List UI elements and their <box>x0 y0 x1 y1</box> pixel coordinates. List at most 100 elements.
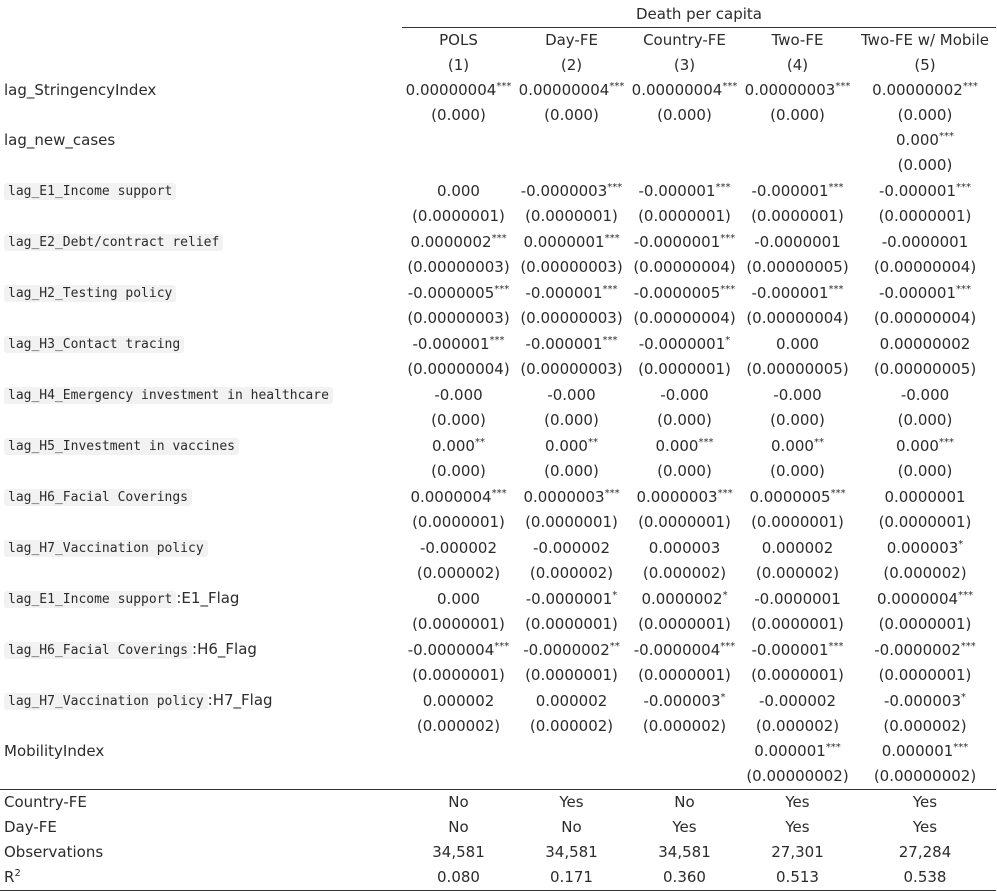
standard-error-cell: (0.0000001) <box>878 615 972 633</box>
coefficient-cell: 0.00000004*** <box>402 78 515 103</box>
variable-label: lag_E2_Debt/contract relief <box>0 229 402 255</box>
standard-error-cell: (0.000002) <box>883 717 967 735</box>
variable-label: lag_H7_Vaccination policy <box>0 535 402 561</box>
coefficient-cell <box>515 128 628 153</box>
standard-error-cell: (0.00000004) <box>633 309 736 327</box>
standard-error-cell <box>741 153 854 178</box>
coefficient-cell: -0.000 <box>741 382 854 408</box>
standard-error-row: (0.0000001) (0.0000001) (0.0000001) (0.0000… <box>0 510 996 535</box>
statistic-value: No <box>561 818 582 836</box>
coefficient-value: 0.000001 <box>881 742 954 760</box>
variable-name: lag_H2_Testing policy <box>4 285 177 302</box>
coefficient-cell: -0.0000005*** <box>628 280 741 306</box>
coefficient-value: -0.0000003 <box>520 181 608 200</box>
coefficient-value: 0.0000002 <box>410 232 492 251</box>
variable-label: lag_H5_Investment in vaccines <box>0 433 402 459</box>
standard-error-row: (0.000) (0.000) (0.000) (0.000) (0.000) <box>0 103 996 128</box>
coefficient-cell: -0.000002 <box>402 535 515 561</box>
significance-stars: *** <box>607 181 623 193</box>
variable-label: lag_H7_Vaccination policy:H7_Flag <box>0 688 402 714</box>
coefficient-cell <box>402 739 515 764</box>
statistic-value: 0.360 <box>628 865 741 891</box>
model-name-5: Two-FE w/ Mobile <box>861 31 989 49</box>
coefficient-value: 0.0000002 <box>641 589 723 608</box>
coefficient-value: -0.000001 <box>879 181 956 200</box>
variable-label: lag_H6_Facial Coverings <box>0 484 402 510</box>
interaction-suffix: :H6_Flag <box>192 640 257 658</box>
coefficient-cell: 0.0000001 <box>854 484 996 510</box>
standard-error-cell: (0.00000004) <box>873 309 977 327</box>
standard-error-cell: (0.000) <box>770 462 825 480</box>
standard-error-cell: (0.00000005) <box>746 258 849 276</box>
coefficient-row: lag_H5_Investment in vaccines 0.000** 0.00… <box>0 433 996 459</box>
coefficient-value: -0.000001 <box>525 283 603 302</box>
coefficient-value: -0.000001 <box>751 283 829 302</box>
label-blank <box>0 103 402 128</box>
model-name-3: Country-FE <box>643 31 726 49</box>
significance-stars: *** <box>720 232 736 244</box>
standard-error-cell: (0.00000005) <box>873 360 977 378</box>
significance-stars: * <box>612 589 618 601</box>
standard-error-cell: (0.0000001) <box>412 666 505 684</box>
statistic-value: 34,581 <box>432 843 485 861</box>
coefficient-value: 0.00000004 <box>405 81 497 99</box>
header-blank <box>0 2 402 28</box>
statistic-label: Day-FE <box>0 815 402 840</box>
label-blank <box>0 612 402 637</box>
coefficient-row: lag_H6_Facial Coverings 0.0000004*** 0.000… <box>0 484 996 510</box>
coefficient-value: 0.00000004 <box>631 81 723 99</box>
significance-stars: ** <box>587 436 598 448</box>
coefficient-cell: 0.0000002* <box>628 586 741 612</box>
variable-label: lag_H6_Facial Coverings:H6_Flag <box>0 637 402 663</box>
variable-name: lag_H6_Facial Coverings <box>4 642 193 659</box>
statistic-name: Day-FE <box>4 818 57 836</box>
standard-error-cell: (0.0000001) <box>412 207 505 225</box>
coefficient-value: -0.0000001 <box>638 334 726 353</box>
coefficient-row: lag_H2_Testing policy -0.0000005*** -0.000… <box>0 280 996 306</box>
standard-error-row: (0.000) (0.000) (0.000) (0.000) (0.000) <box>0 408 996 433</box>
model-number-3: (3) <box>673 56 696 74</box>
label-blank <box>0 204 402 229</box>
coefficient-cell: 0.000*** <box>628 433 741 459</box>
statistic-value: Yes <box>515 789 628 815</box>
standard-error-row: (0.000002) (0.000002) (0.000002) (0.000002)… <box>0 561 996 586</box>
standard-error-cell: (0.000) <box>544 462 599 480</box>
statistic-value: No <box>402 789 515 815</box>
standard-error-cell: (0.0000001) <box>412 513 505 531</box>
coefficient-cell: -0.000001*** <box>854 178 996 204</box>
significance-stars: * <box>725 334 731 346</box>
label-blank <box>0 306 402 331</box>
standard-error-cell: (0.000002) <box>529 717 614 735</box>
significance-stars: *** <box>717 487 733 499</box>
variable-label: lag_new_cases <box>0 128 402 153</box>
standard-error-cell: (0.000) <box>897 462 953 480</box>
statistic-name: Observations <box>4 843 104 861</box>
standard-error-cell: (0.0000001) <box>412 615 505 633</box>
coefficient-value: -0.0000001 <box>525 589 613 608</box>
coefficient-cell <box>628 739 741 764</box>
variable-name: lag_H7_Vaccination policy <box>4 540 208 557</box>
standard-error-cell: (0.00000005) <box>746 360 849 378</box>
standard-error-row: (0.0000001) (0.0000001) (0.0000001) (0.0000… <box>0 663 996 688</box>
significance-stars: *** <box>491 487 507 499</box>
label-blank <box>0 357 402 382</box>
statistic-value: 0.513 <box>741 865 854 891</box>
coefficient-cell: -0.0000001 <box>741 229 854 255</box>
coefficient-row: MobilityIndex 0.000001*** 0.000001*** <box>0 739 996 764</box>
coefficient-cell <box>402 128 515 153</box>
standard-error-row: (0.0000001) (0.0000001) (0.0000001) (0.0000… <box>0 612 996 637</box>
coefficient-value: 0.000 <box>896 131 939 149</box>
coefficient-cell: 0.000002 <box>741 535 854 561</box>
significance-stars: *** <box>491 232 507 244</box>
variable-name: lag_StringencyIndex <box>4 81 157 99</box>
significance-stars: *** <box>715 181 731 193</box>
coefficient-cell: -0.000003* <box>628 688 741 714</box>
coefficient-cell: -0.000001*** <box>854 280 996 306</box>
variable-name: lag_E2_Debt/contract relief <box>4 234 224 251</box>
coefficient-row: lag_H4_Emergency investment in healthcar… <box>0 382 996 408</box>
standard-error-cell: (0.000) <box>657 462 712 480</box>
variable-label: MobilityIndex <box>0 739 402 764</box>
standard-error-cell: (0.0000001) <box>638 615 731 633</box>
standard-error-cell: (0.0000001) <box>638 513 731 531</box>
coefficient-row: lag_E1_Income support 0.000 -0.0000003*** -… <box>0 178 996 204</box>
